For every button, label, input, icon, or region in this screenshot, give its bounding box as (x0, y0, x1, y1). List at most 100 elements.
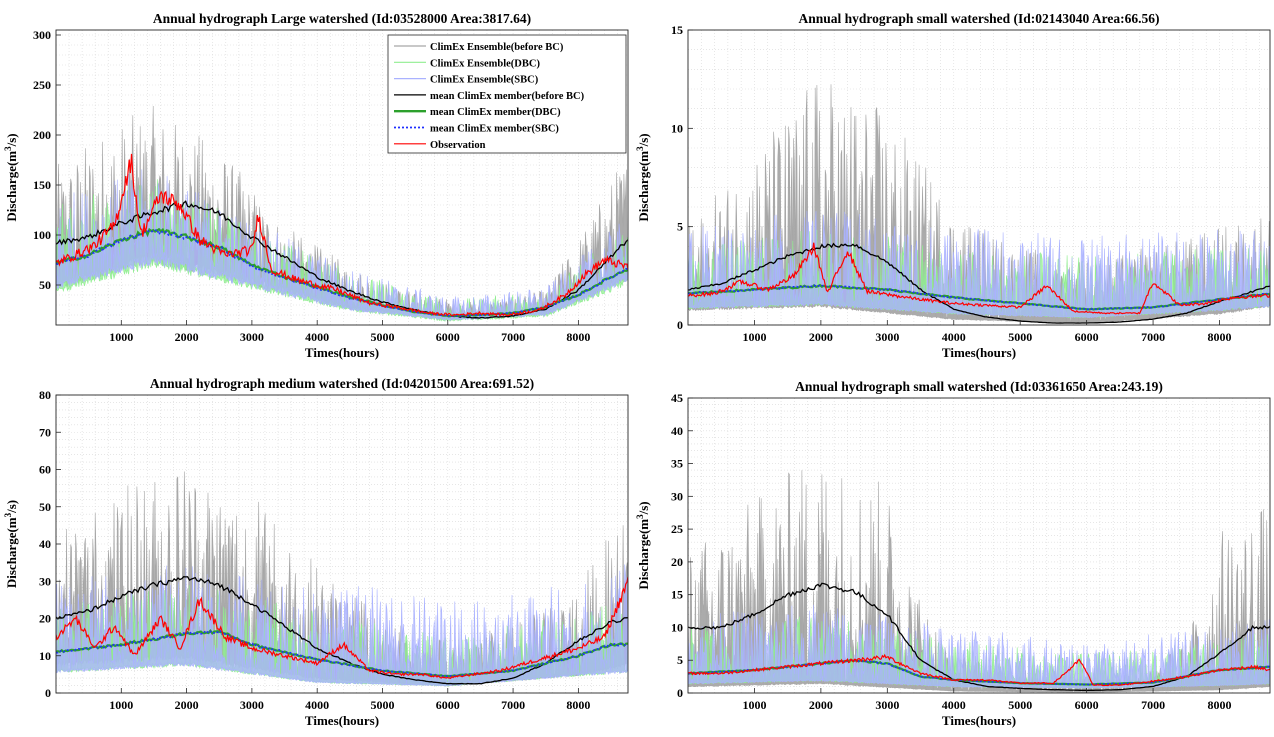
plot-area (56, 105, 628, 322)
y-tick-label: 20 (39, 612, 51, 626)
ensemble-band-1 (688, 84, 1270, 324)
x-tick-label: 6000 (1075, 330, 1099, 344)
ensemble-band-3 (56, 564, 628, 687)
x-tick-label: 7000 (1141, 698, 1165, 712)
x-tick-label: 3000 (875, 330, 899, 344)
x-tick-label: 1000 (109, 330, 133, 344)
axes-frame (687, 29, 1271, 326)
x-tick-label: 2000 (809, 698, 833, 712)
y-tick-label: 10 (671, 121, 683, 135)
y-tick-label: 10 (39, 649, 51, 663)
x-tick-label: 8000 (1208, 330, 1232, 344)
x-tick-label: 1000 (742, 698, 766, 712)
x-tick-label: 7000 (501, 698, 525, 712)
chart-panel-3: 0 10 20 30 40 50 60 70 80 1000 2000 3000 4000 5000 600… (3, 376, 629, 728)
x-tick-label: 3000 (240, 698, 264, 712)
x-tick-label: 7000 (501, 330, 525, 344)
x-tick-label: 6000 (1075, 698, 1099, 712)
series-line-3 (56, 228, 628, 318)
y-tick-label: 15 (671, 23, 683, 37)
series-line-1 (56, 576, 628, 685)
series-line-4 (56, 153, 628, 317)
chart-title: Annual hydrograph small watershed (Id:02… (798, 11, 1159, 26)
y-tick-label: 15 (671, 588, 683, 602)
y-tick-label: 70 (39, 425, 51, 439)
axes-frame (55, 29, 629, 326)
series-line-4 (688, 242, 1270, 315)
y-tick-label: 30 (671, 489, 683, 503)
y-axis-label: Discharge(m3/s) (3, 133, 19, 221)
chart-panel-2: 0 5 10 15 1000 2000 3000 4000 5000 6000 7000 8000 An… (635, 11, 1271, 360)
series-line-3 (688, 284, 1270, 311)
x-tick-label: 2000 (175, 698, 199, 712)
plot-area (688, 84, 1270, 324)
series-line-3 (56, 629, 628, 678)
legend-label: mean ClimEx member(SBC) (430, 124, 559, 135)
x-axis-label: Times(hours) (305, 713, 379, 728)
y-tick-label: 50 (39, 500, 51, 514)
y-tick-label: 80 (39, 388, 51, 402)
plot-area (56, 471, 628, 687)
x-tick-label: 4000 (305, 330, 329, 344)
y-tick-label: 50 (39, 278, 51, 292)
x-tick-label: 5000 (370, 330, 394, 344)
y-tick-label: 300 (33, 28, 51, 42)
chart-title: Annual hydrograph Large watershed (Id:03… (153, 11, 531, 26)
ensemble-band-3 (688, 604, 1270, 689)
series-line-1 (688, 582, 1270, 691)
x-tick-label: 3000 (240, 330, 264, 344)
chart-title: Annual hydrograph medium watershed (Id:0… (150, 376, 534, 391)
y-tick-label: 45 (671, 391, 683, 405)
x-tick-label: 5000 (1008, 698, 1032, 712)
y-tick-label: 5 (677, 220, 683, 234)
series-line-1 (688, 242, 1270, 324)
x-tick-label: 7000 (1141, 330, 1165, 344)
series-line-2 (688, 283, 1270, 311)
x-tick-label: 8000 (1208, 698, 1232, 712)
x-axis-label: Times(hours) (942, 345, 1016, 360)
y-tick-label: 30 (39, 574, 51, 588)
x-tick-label: 2000 (809, 330, 833, 344)
y-tick-label: 60 (39, 463, 51, 477)
x-tick-label: 4000 (942, 330, 966, 344)
y-tick-label: 200 (33, 128, 51, 142)
legend-label: mean ClimEx member(before BC) (430, 91, 585, 102)
y-tick-label: 40 (671, 424, 683, 438)
x-tick-label: 5000 (1008, 330, 1032, 344)
y-tick-label: 0 (45, 686, 51, 700)
x-tick-label: 6000 (436, 698, 460, 712)
legend-label: ClimEx Ensemble(DBC) (430, 58, 540, 69)
y-tick-label: 250 (33, 78, 51, 92)
x-tick-label: 8000 (566, 698, 590, 712)
x-tick-label: 3000 (875, 698, 899, 712)
x-tick-label: 5000 (370, 698, 394, 712)
x-tick-label: 1000 (742, 330, 766, 344)
x-tick-label: 6000 (436, 330, 460, 344)
y-tick-label: 10 (671, 620, 683, 634)
y-tick-label: 40 (39, 537, 51, 551)
y-axis-label: Discharge(m3/s) (635, 501, 651, 589)
y-tick-label: 0 (677, 318, 683, 332)
legend-label: ClimEx Ensemble(before BC) (430, 42, 564, 53)
series-line-4 (56, 576, 628, 679)
y-axis-label: Discharge(m3/s) (635, 133, 651, 221)
plot-area (688, 470, 1270, 693)
chart-panel-1: 50 100 150 200 250 300 1000 2000 3000 4000 5000 600… (3, 11, 629, 360)
series-line-4 (688, 653, 1270, 687)
legend: ClimEx Ensemble(before BC) ClimEx Ensembl… (387, 34, 627, 154)
legend-label: mean ClimEx member(DBC) (430, 107, 561, 118)
y-tick-label: 150 (33, 178, 51, 192)
y-tick-label: 35 (671, 457, 683, 471)
x-tick-label: 4000 (942, 698, 966, 712)
chart-panel-4: 0 5 10 15 20 25 30 35 40 45 1000 2000 3000 4000 5000 60… (635, 379, 1271, 728)
chart-title: Annual hydrograph small watershed (Id:03… (795, 379, 1163, 394)
x-axis-label: Times(hours) (942, 713, 1016, 728)
legend-label: Observation (430, 140, 486, 151)
x-tick-label: 4000 (305, 698, 329, 712)
y-tick-label: 20 (671, 555, 683, 569)
x-tick-label: 8000 (566, 330, 590, 344)
legend-box (387, 34, 627, 154)
x-tick-label: 1000 (109, 698, 133, 712)
y-tick-label: 25 (671, 522, 683, 536)
